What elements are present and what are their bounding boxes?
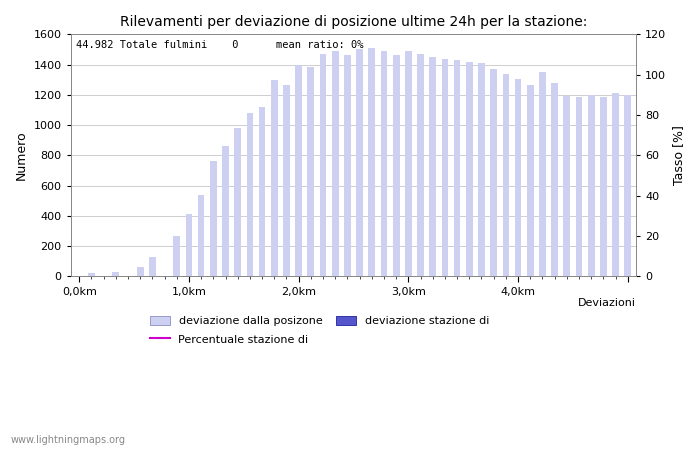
Bar xyxy=(259,107,265,276)
Bar xyxy=(356,50,363,276)
Bar xyxy=(271,80,278,276)
Bar xyxy=(222,146,229,276)
Bar xyxy=(490,69,497,276)
Bar xyxy=(234,128,241,276)
Bar xyxy=(368,48,375,276)
Bar xyxy=(527,85,533,276)
Bar xyxy=(600,97,607,276)
Bar xyxy=(381,51,387,276)
Bar xyxy=(466,62,473,276)
Bar xyxy=(76,275,83,276)
Bar xyxy=(588,95,594,276)
Bar xyxy=(136,267,144,276)
Bar xyxy=(320,54,326,276)
Y-axis label: Tasso [%]: Tasso [%] xyxy=(672,126,685,185)
X-axis label: Deviazioni: Deviazioni xyxy=(578,298,636,308)
Bar xyxy=(612,93,619,276)
Bar xyxy=(210,162,217,276)
Bar xyxy=(283,85,290,276)
Bar xyxy=(332,51,339,276)
Bar xyxy=(564,95,570,276)
Bar xyxy=(149,256,155,276)
Bar xyxy=(454,60,461,276)
Bar xyxy=(198,195,204,276)
Bar xyxy=(88,273,95,276)
Bar xyxy=(442,58,448,276)
Bar xyxy=(417,54,424,276)
Bar xyxy=(307,67,314,276)
Bar xyxy=(552,83,558,276)
Title: Rilevamenti per deviazione di posizione ultime 24h per la stazione:: Rilevamenti per deviazione di posizione … xyxy=(120,15,587,29)
Bar xyxy=(539,72,546,276)
Bar xyxy=(624,95,631,276)
Text: www.lightningmaps.org: www.lightningmaps.org xyxy=(10,435,125,445)
Bar xyxy=(478,63,485,276)
Bar xyxy=(514,79,522,276)
Bar xyxy=(344,55,351,276)
Bar xyxy=(393,55,400,276)
Y-axis label: Numero: Numero xyxy=(15,130,28,180)
Text: 44.982 Totale fulmini    0      mean ratio: 0%: 44.982 Totale fulmini 0 mean ratio: 0% xyxy=(76,40,364,50)
Bar xyxy=(113,272,119,276)
Bar xyxy=(174,235,180,276)
Legend: Percentuale stazione di: Percentuale stazione di xyxy=(150,334,309,345)
Bar xyxy=(246,113,253,276)
Bar xyxy=(295,65,302,276)
Bar xyxy=(405,51,412,276)
Bar xyxy=(503,74,509,276)
Bar xyxy=(575,97,582,276)
Bar xyxy=(186,214,192,276)
Bar xyxy=(429,57,436,276)
